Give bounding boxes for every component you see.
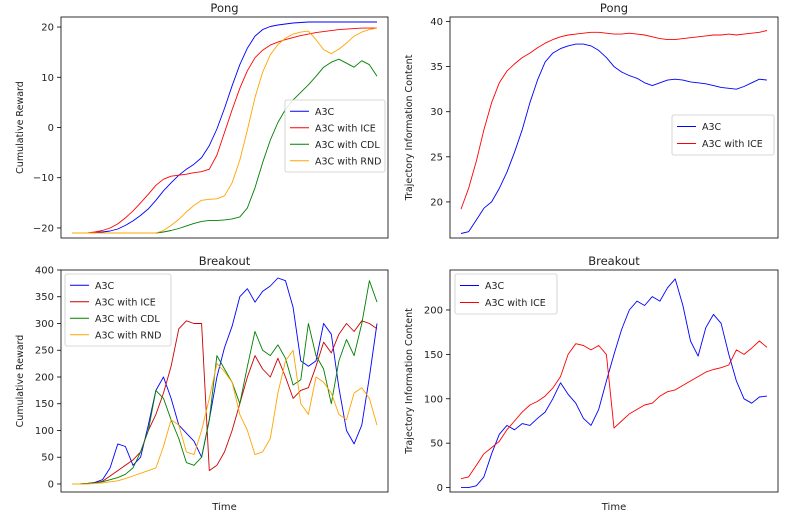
series-line-1	[72, 320, 378, 485]
chart-panel-2: Breakout 0 50 100 150 200 250 300 350 400 Cumulati…	[15, 254, 389, 513]
legend-label: A3C	[485, 281, 505, 292]
legend: A3C A3C with ICE	[671, 114, 775, 156]
legend: A3C A3C with ICE A3C with CDL A3C with RND	[284, 99, 386, 173]
chart-title: Pong	[210, 1, 238, 15]
x-axis-label: Time	[211, 502, 236, 513]
y-tick-label: 400	[35, 266, 54, 277]
y-tick-label: 35	[430, 62, 443, 73]
series-line-0	[461, 278, 768, 489]
series-line-1	[460, 30, 768, 210]
y-tick-label: 40	[430, 17, 443, 28]
legend-label: A3C with ICE	[485, 298, 546, 309]
legend-label: A3C with ICE	[95, 297, 156, 308]
y-axis-label: Trajectory Information Content	[404, 308, 415, 455]
y-tick-label: 10	[41, 73, 54, 84]
legend-box	[671, 114, 775, 156]
y-axis-label: Cumulative Reward	[15, 335, 26, 428]
y-tick-label: 50	[41, 453, 54, 464]
chart-title: Breakout	[199, 254, 251, 268]
y-tick-label: 20	[430, 197, 443, 208]
legend-label: A3C with CDL	[95, 314, 160, 325]
y-axis-label: Trajectory Information Content	[404, 54, 415, 201]
legend-label: A3C with RND	[315, 156, 381, 167]
y-tick-label: 0	[48, 479, 54, 490]
legend-box	[454, 273, 558, 315]
y-axis-label: Cumulative Reward	[15, 81, 26, 174]
plot-frame	[60, 16, 389, 239]
chart-panel-0: Pong −20 −10 0 10 20 Cumulative Reward A3C A3C w…	[15, 1, 389, 239]
legend-label: A3C with ICE	[315, 123, 376, 134]
y-tick-label: 350	[35, 292, 54, 303]
y-tick-label: 100	[35, 426, 54, 437]
chart-panel-3: Breakout 0 50 100 150 200 Trajectory Informati…	[404, 254, 779, 513]
y-tick-label: 30	[430, 107, 443, 118]
legend-label: A3C	[702, 122, 722, 133]
y-tick-label: 250	[35, 346, 54, 357]
legend-box	[64, 273, 172, 347]
chart-panel-1: Pong 20 25 30 35 40 Trajectory Information Con…	[404, 1, 779, 239]
series-line-0	[460, 43, 768, 234]
legend-label: A3C with RND	[95, 330, 161, 341]
y-tick-label: −10	[33, 173, 54, 184]
series-line-3	[72, 349, 378, 485]
chart-title: Breakout	[588, 254, 640, 268]
y-tick-label: 200	[424, 305, 443, 316]
y-tick-label: 150	[35, 399, 54, 410]
legend-label: A3C	[315, 107, 335, 118]
y-tick-label: 0	[48, 123, 54, 134]
series-line-3	[72, 27, 378, 234]
series-line-2	[72, 280, 378, 485]
legend-label: A3C with ICE	[702, 139, 763, 150]
y-tick-label: 0	[437, 483, 443, 494]
series-line-0	[72, 21, 377, 234]
y-tick-label: −20	[33, 223, 54, 234]
plot-frame	[60, 269, 389, 493]
y-tick-label: 200	[35, 372, 54, 383]
legend: A3C A3C with ICE A3C with CDL A3C with RND	[64, 273, 172, 347]
y-tick-label: 300	[35, 319, 54, 330]
series-line-0	[72, 277, 378, 485]
plot-frame	[449, 16, 779, 239]
series-line-1	[72, 27, 377, 234]
y-tick-label: 100	[424, 394, 443, 405]
x-axis-label: Time	[601, 502, 626, 513]
legend-box	[284, 99, 386, 173]
legend-label: A3C with CDL	[315, 140, 380, 151]
series-line-1	[460, 340, 768, 480]
chart-title: Pong	[600, 1, 628, 15]
y-tick-label: 20	[41, 23, 54, 34]
legend: A3C A3C with ICE	[454, 273, 558, 315]
y-tick-label: 150	[424, 350, 443, 361]
y-tick-label: 50	[430, 439, 443, 450]
plot-frame	[449, 269, 779, 493]
legend-label: A3C	[95, 281, 115, 292]
y-tick-label: 25	[430, 152, 443, 163]
